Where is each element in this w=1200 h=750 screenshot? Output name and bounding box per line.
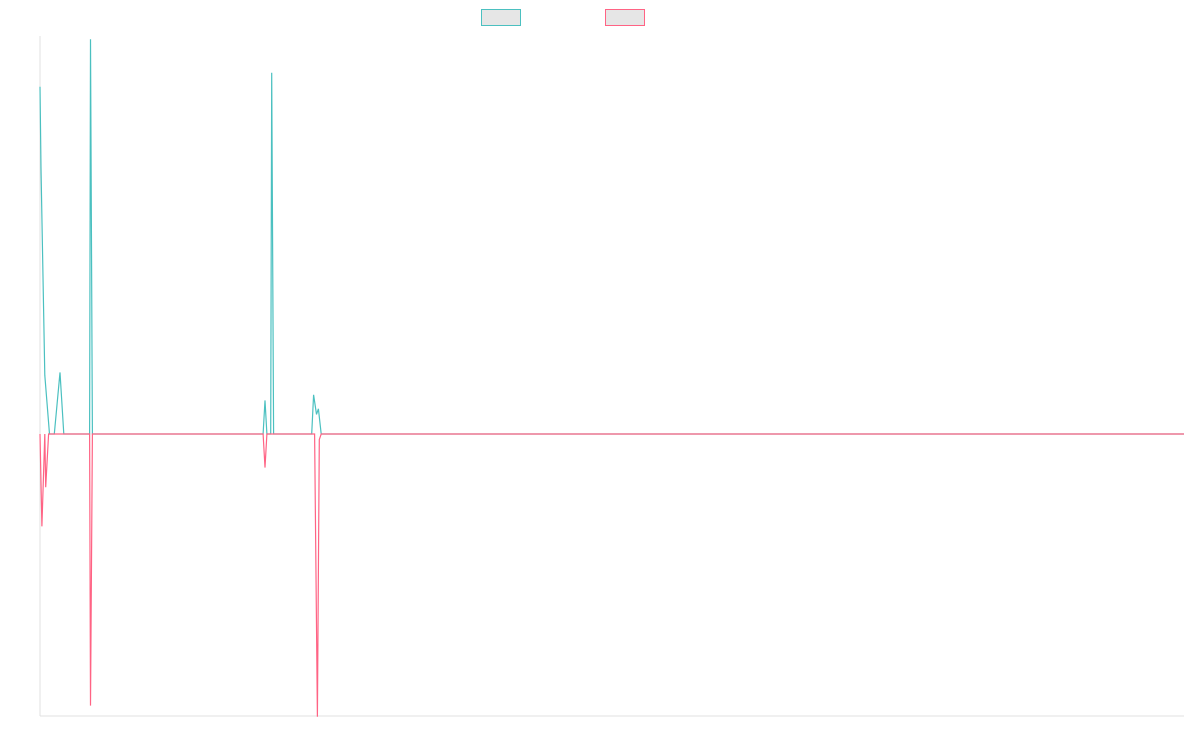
plot-area <box>39 39 1184 717</box>
series-line-1 <box>39 39 1184 435</box>
legend-swatch-2[interactable] <box>605 9 645 26</box>
axes <box>39 36 1184 717</box>
legend[interactable] <box>481 9 645 26</box>
legend-swatch-1[interactable] <box>481 9 521 26</box>
series-line-2 <box>39 433 1184 717</box>
